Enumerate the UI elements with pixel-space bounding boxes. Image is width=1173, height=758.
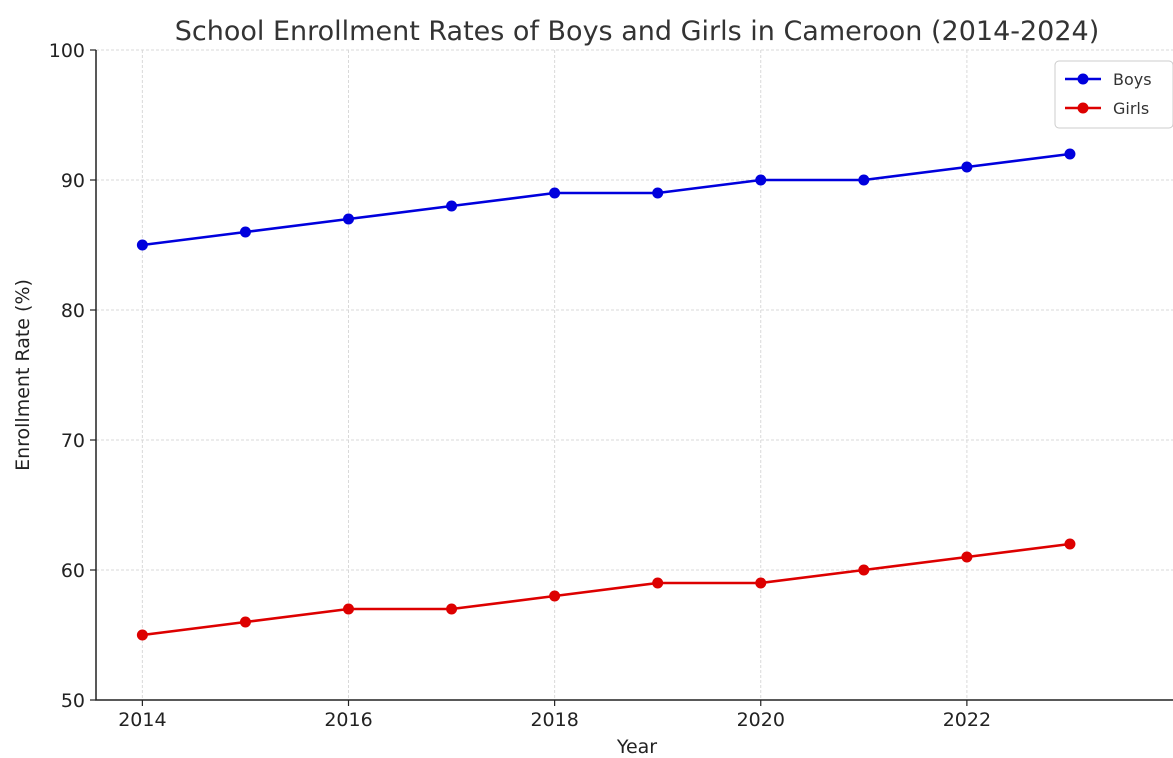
grid-lines <box>96 49 1173 700</box>
x-tick-label-2022: 2022 <box>943 709 991 731</box>
x-tick-label-2020: 2020 <box>737 709 785 731</box>
y-tick-label-50: 50 <box>61 690 85 712</box>
data-point-girls-2020 <box>755 577 767 589</box>
data-point-girls-2022 <box>961 551 973 563</box>
y-axis-label: Enrollment Rate (%) <box>12 279 34 471</box>
data-point-boys-2023 <box>1064 148 1076 160</box>
axis-spines <box>95 50 1173 701</box>
data-point-boys-2019 <box>652 187 664 199</box>
x-axis-ticks: 2014 2016 2018 2020 2022 <box>118 700 991 731</box>
y-tick-label-80: 80 <box>61 300 85 322</box>
series-line-girls <box>142 542 1071 637</box>
data-point-girls-2017 <box>446 603 458 615</box>
y-tick-label-90: 90 <box>61 170 85 192</box>
x-tick-label-2014: 2014 <box>118 709 166 731</box>
y-axis-ticks: 50 60 70 80 90 100 <box>49 40 96 712</box>
data-point-girls-2019 <box>652 577 664 589</box>
data-point-girls-2015 <box>239 616 251 628</box>
legend-marker-girls <box>1077 102 1089 114</box>
data-point-girls-2018 <box>549 590 561 602</box>
chart-title: School Enrollment Rates of Boys and Girl… <box>175 16 1100 47</box>
series-girls <box>136 538 1076 641</box>
x-tick-label-2018: 2018 <box>530 709 578 731</box>
data-point-girls-2016 <box>343 603 355 615</box>
data-point-boys-2017 <box>446 200 458 212</box>
data-point-boys-2020 <box>755 174 767 186</box>
data-point-boys-2022 <box>961 161 973 173</box>
series-boys <box>136 148 1076 251</box>
x-tick-label-2016: 2016 <box>324 709 372 731</box>
x-axis-label: Year <box>616 736 657 758</box>
data-point-boys-2018 <box>549 187 561 199</box>
y-tick-label-100: 100 <box>49 40 85 62</box>
data-point-girls-2023 <box>1064 538 1076 550</box>
data-point-boys-2021 <box>858 174 870 186</box>
data-point-boys-2016 <box>343 213 355 225</box>
data-point-girls-2021 <box>858 564 870 576</box>
legend-label-girls: Girls <box>1113 99 1149 118</box>
y-tick-label-60: 60 <box>61 560 85 582</box>
data-point-boys-2014 <box>136 239 148 251</box>
series-line-boys <box>142 152 1071 247</box>
y-tick-label-70: 70 <box>61 430 85 452</box>
series-group <box>136 148 1076 641</box>
data-point-girls-2014 <box>136 629 148 641</box>
legend-marker-boys <box>1077 73 1089 85</box>
legend-label-boys: Boys <box>1113 70 1152 89</box>
legend: Boys Girls <box>1054 60 1173 129</box>
axes <box>95 50 1173 701</box>
data-point-boys-2015 <box>239 226 251 238</box>
